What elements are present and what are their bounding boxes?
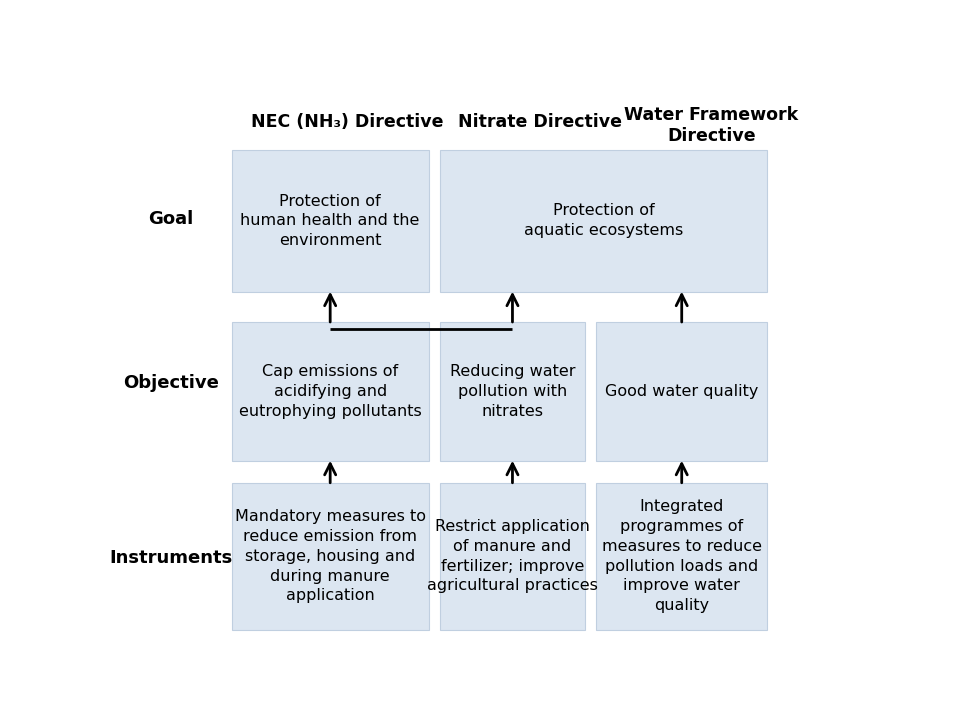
Text: Water Framework
Directive: Water Framework Directive — [624, 106, 799, 145]
Text: Integrated
programmes of
measures to reduce
pollution loads and
improve water
qu: Integrated programmes of measures to red… — [602, 499, 761, 613]
Text: NEC (NH₃) Directive: NEC (NH₃) Directive — [251, 114, 444, 132]
FancyBboxPatch shape — [231, 150, 429, 292]
Text: Mandatory measures to
reduce emission from
storage, housing and
during manure
ap: Mandatory measures to reduce emission fr… — [234, 509, 425, 603]
FancyBboxPatch shape — [596, 483, 767, 630]
Text: Objective: Objective — [123, 374, 219, 392]
Text: Protection of
human health and the
environment: Protection of human health and the envir… — [241, 194, 420, 248]
Text: Instruments: Instruments — [109, 549, 232, 567]
Text: Reducing water
pollution with
nitrates: Reducing water pollution with nitrates — [449, 364, 575, 418]
Text: Good water quality: Good water quality — [605, 384, 758, 399]
Text: Restrict application
of manure and
fertilizer; improve
agricultural practices: Restrict application of manure and ferti… — [427, 519, 598, 593]
FancyBboxPatch shape — [231, 483, 429, 630]
Text: Protection of
aquatic ecosystems: Protection of aquatic ecosystems — [524, 204, 684, 238]
FancyBboxPatch shape — [440, 322, 585, 461]
FancyBboxPatch shape — [440, 150, 767, 292]
Text: Cap emissions of
acidifying and
eutrophying pollutants: Cap emissions of acidifying and eutrophy… — [239, 364, 421, 418]
FancyBboxPatch shape — [440, 483, 585, 630]
FancyBboxPatch shape — [231, 322, 429, 461]
FancyBboxPatch shape — [596, 322, 767, 461]
Text: Nitrate Directive: Nitrate Directive — [458, 114, 622, 132]
Text: Goal: Goal — [148, 210, 193, 228]
